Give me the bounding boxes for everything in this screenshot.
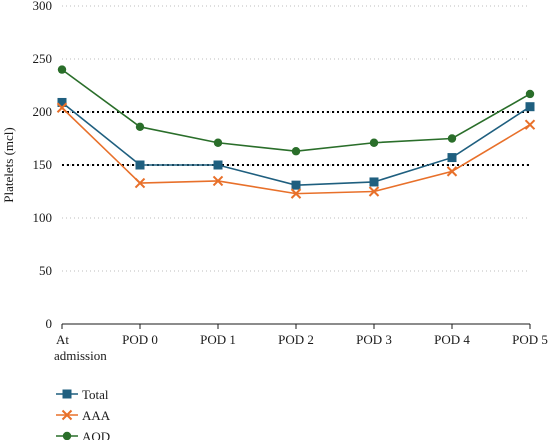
legend-item-aaa: AAA <box>56 408 111 423</box>
legend-item-aod: AOD <box>56 429 110 440</box>
x-tick-label: At <box>56 332 69 347</box>
data-point-aod <box>447 134 457 143</box>
y-tick-label: 150 <box>33 157 53 172</box>
legend-label: AOD <box>82 429 110 440</box>
data-point-aaa <box>134 177 146 189</box>
y-tick-label: 0 <box>46 316 53 331</box>
data-point-aod <box>213 138 223 147</box>
data-point-aod <box>369 138 379 147</box>
data-point-total <box>369 177 379 187</box>
gridlines <box>62 5 530 272</box>
x-tick-label: POD 2 <box>278 332 314 347</box>
data-point-total <box>447 153 457 163</box>
x-tick-label: POD 4 <box>434 332 470 347</box>
legend: Total AAA AOD <box>56 387 111 440</box>
data-point-aaa <box>524 119 536 130</box>
y-tick-label: 250 <box>33 51 53 66</box>
data-point-aaa <box>368 186 380 197</box>
series-total <box>57 97 535 190</box>
y-tick-label: 200 <box>33 104 53 119</box>
data-point-aod <box>291 147 301 156</box>
series-aaa <box>56 102 536 199</box>
data-point-aaa <box>56 102 68 113</box>
data-point-aod <box>525 89 535 99</box>
legend-label: AAA <box>82 408 111 423</box>
y-tick-label: 300 <box>33 0 53 13</box>
series-line-total <box>61 101 531 186</box>
legend-label: Total <box>82 387 109 402</box>
data-point-aaa <box>290 188 302 199</box>
data-point-total <box>291 180 301 190</box>
series-aod <box>57 65 535 156</box>
x-tick-label: POD 5 <box>512 332 548 347</box>
y-tick-label: 100 <box>33 210 53 225</box>
data-point-aaa <box>446 166 458 177</box>
data-point-total <box>525 102 535 112</box>
legend-item-total: Total <box>56 387 109 402</box>
series-line-aod <box>61 68 531 153</box>
series-group <box>56 65 536 199</box>
x-tick-label: admission <box>54 348 107 363</box>
y-axis-label: Platelets (mcl) <box>1 127 16 202</box>
y-tick-label: 50 <box>39 263 52 278</box>
data-point-aaa <box>212 175 224 187</box>
legend-marker <box>62 431 72 440</box>
data-point-aod <box>135 122 145 132</box>
data-point-total <box>213 160 223 170</box>
data-point-total <box>57 97 67 107</box>
x-tick-label: POD 3 <box>356 332 392 347</box>
legend-marker <box>62 389 72 399</box>
axes <box>61 323 531 329</box>
data-point-total <box>135 160 145 170</box>
legend-marker <box>61 409 73 421</box>
y-tick-labels: 0 50 100 150 200 250 300 <box>33 0 53 331</box>
x-tick-label: POD 1 <box>200 332 236 347</box>
data-point-aod <box>57 65 67 74</box>
x-tick-label: POD 0 <box>122 332 158 347</box>
reference-lines <box>62 111 530 166</box>
